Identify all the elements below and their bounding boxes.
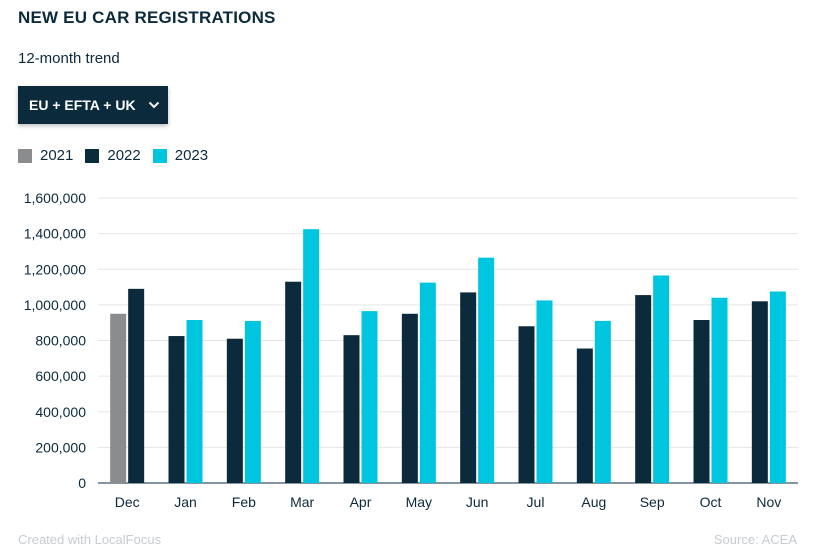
bar-2023-feb[interactable] [244, 320, 261, 483]
bar-2022-jun[interactable] [460, 292, 477, 483]
y-tick-label: 200,000 [35, 439, 86, 455]
bar-2023-sep[interactable] [653, 275, 670, 483]
x-tick-label: Jun [466, 494, 489, 510]
bar-chart: 0 200,000 400,000 600,000 800,000 1,000,000 1,… [24, 190, 798, 510]
x-tick-label: Jul [527, 494, 545, 510]
y-tick-label: 600,000 [35, 368, 86, 384]
legend-label-2022: 2022 [107, 147, 141, 164]
bar-2022-nov[interactable] [751, 301, 768, 483]
region-dropdown[interactable]: EU + EFTA + UK [18, 86, 168, 124]
legend-swatch-2021 [18, 148, 32, 163]
bar-2022-aug[interactable] [576, 348, 593, 483]
bar-2022-jan[interactable] [168, 336, 185, 483]
bar-2023-jun[interactable] [478, 257, 495, 483]
chevron-down-icon [148, 101, 160, 109]
legend-swatch-2023 [152, 148, 167, 163]
x-tick-label: Aug [581, 494, 606, 510]
bar-2021-dec[interactable] [110, 313, 127, 483]
x-tick-label: Feb [232, 494, 256, 510]
x-tick-label: May [406, 494, 432, 510]
bar-2023-apr[interactable] [361, 311, 378, 483]
source-text: Source: ACEA [713, 532, 797, 547]
bar-2022-apr[interactable] [343, 335, 360, 483]
y-tick-label: 400,000 [35, 404, 86, 420]
bar-2022-oct[interactable] [693, 320, 710, 483]
x-tick-label: Sep [640, 494, 665, 510]
x-tick-label: Oct [700, 494, 722, 510]
legend-item-2021[interactable]: 2021 [18, 147, 73, 164]
x-tick-label: Mar [290, 494, 314, 510]
legend-label-2021: 2021 [40, 147, 74, 164]
bar-2022-sep[interactable] [635, 295, 652, 483]
x-tick-label: Jan [174, 494, 197, 510]
legend: 2021 2022 2023 [18, 147, 220, 164]
bar-2022-feb[interactable] [226, 338, 243, 483]
bar-2022-jul[interactable] [518, 326, 535, 483]
y-tick-label: 1,400,000 [24, 226, 86, 242]
bar-2022-dec[interactable] [128, 288, 145, 483]
legend-label-2023: 2023 [174, 147, 209, 164]
y-tick-label: 800,000 [35, 333, 86, 349]
bar-2023-jul[interactable] [536, 300, 553, 483]
y-tick-label: 1,600,000 [24, 190, 86, 206]
legend-swatch-2022 [85, 148, 100, 163]
x-tick-label: Apr [350, 494, 372, 510]
x-tick-label: Nov [756, 494, 781, 510]
bar-2022-mar[interactable] [285, 281, 302, 483]
credit-text: Created with LocalFocus [18, 532, 162, 547]
chart-title: NEW EU CAR REGISTRATIONS [18, 8, 276, 27]
legend-item-2022[interactable]: 2022 [85, 147, 141, 164]
bar-2023-nov[interactable] [769, 291, 786, 483]
region-dropdown-label: EU + EFTA + UK [29, 97, 136, 113]
bar-2023-aug[interactable] [594, 320, 611, 483]
y-tick-label: 1,200,000 [24, 261, 86, 277]
chart-subtitle: 12-month trend [18, 50, 120, 67]
bar-2023-mar[interactable] [303, 229, 320, 483]
y-tick-label: 0 [78, 475, 86, 491]
bar-2022-may[interactable] [401, 313, 418, 483]
x-tick-label: Dec [115, 494, 140, 510]
bar-2023-may[interactable] [419, 282, 436, 483]
legend-item-2023[interactable]: 2023 [152, 147, 209, 164]
y-tick-label: 1,000,000 [24, 297, 86, 313]
bar-2023-jan[interactable] [186, 320, 203, 483]
bar-2023-oct[interactable] [711, 297, 728, 483]
